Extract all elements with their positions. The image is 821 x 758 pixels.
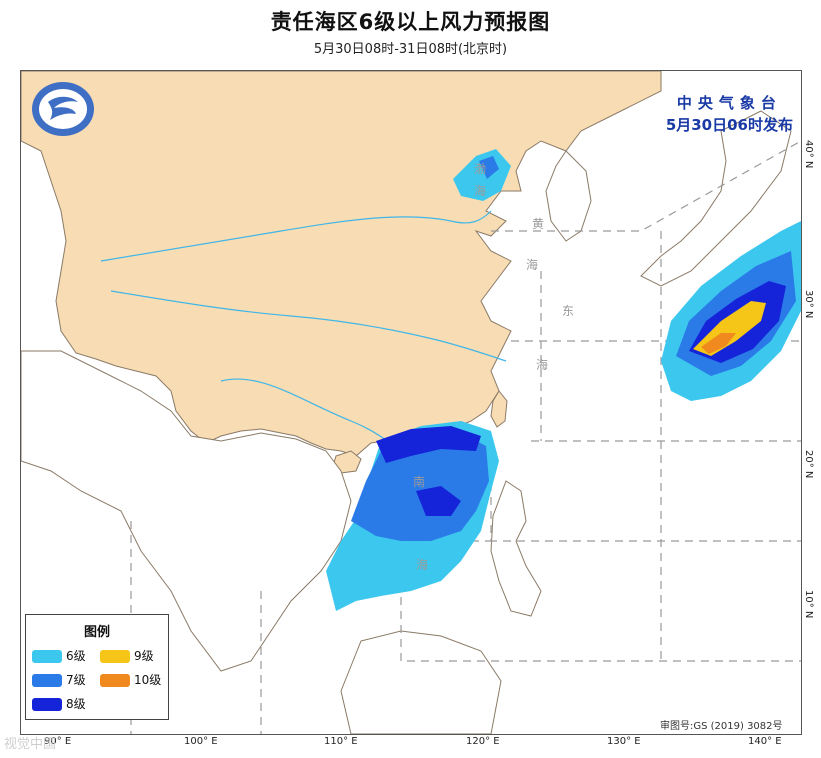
korea-peninsula [545, 150, 592, 242]
wind-area-south-china-sea [326, 421, 499, 611]
sea-label-east-2: 海 [536, 358, 549, 372]
legend-swatch-10 [100, 674, 130, 687]
issuer-name: 中央气象台 [676, 94, 782, 112]
sea-label-south-1: 南 [413, 475, 426, 489]
lon-label-90: 90° E [44, 736, 72, 747]
lon-label-120: 120° E [466, 736, 500, 747]
lon-label-100: 100° E [184, 736, 218, 747]
lon-label-110: 110° E [324, 736, 358, 747]
taiwan-island [490, 390, 508, 428]
legend-item-10: 10级 [100, 672, 161, 688]
sea-label-yellow-2: 海 [526, 258, 539, 272]
sea-label-bohai-1: 渤 [474, 162, 487, 176]
chart-subtitle: 5月30日08时-31日08时(北京时) [313, 42, 508, 57]
legend-item-7: 7级 [32, 672, 86, 688]
legend-item-6: 6级 [32, 648, 86, 664]
rivers [100, 210, 507, 444]
wind-area-east-japan [661, 221, 801, 401]
chart-title: 责任海区6级以上风力预报图 [270, 10, 551, 34]
lon-label-140: 140° E [748, 736, 782, 747]
lat-label-30: 30° N [803, 290, 814, 319]
issuer-box: 中央气象台 5月30日06时发布 [666, 92, 793, 136]
sea-label-bohai-2: 海 [474, 184, 487, 198]
legend-swatch-6 [32, 650, 62, 663]
legend-title: 图例 [83, 625, 110, 640]
sea-label-yellow-1: 黄 [532, 217, 545, 231]
lat-label-10: 10° N [803, 590, 814, 619]
philippines-land [490, 480, 542, 617]
legend-swatch-9 [100, 650, 130, 663]
southeast-asia-land [21, 350, 352, 672]
legend-item-8: 8级 [32, 696, 86, 712]
wind-area-bohai [453, 149, 511, 201]
issued-time: 5月30日06时发布 [665, 116, 793, 134]
legend-swatch-8 [32, 698, 62, 711]
watermark: 视觉中国 [4, 737, 57, 752]
japan-islands [640, 110, 792, 287]
lat-label-40: 40° N [803, 140, 814, 169]
sea-label-east-1: 东 [562, 304, 575, 318]
map-review-number: 审图号:GS (2019) 3082号 [660, 721, 783, 732]
borneo-land [340, 630, 502, 734]
legend-swatch-7 [32, 674, 62, 687]
sea-label-south-2: 海 [416, 558, 429, 572]
lon-label-130: 130° E [607, 736, 641, 747]
legend: 图例 6级 9级 7级 10级 8级 [25, 614, 169, 720]
cma-logo [30, 80, 96, 138]
lat-label-20: 20° N [803, 450, 814, 479]
legend-item-9: 9级 [100, 648, 154, 664]
